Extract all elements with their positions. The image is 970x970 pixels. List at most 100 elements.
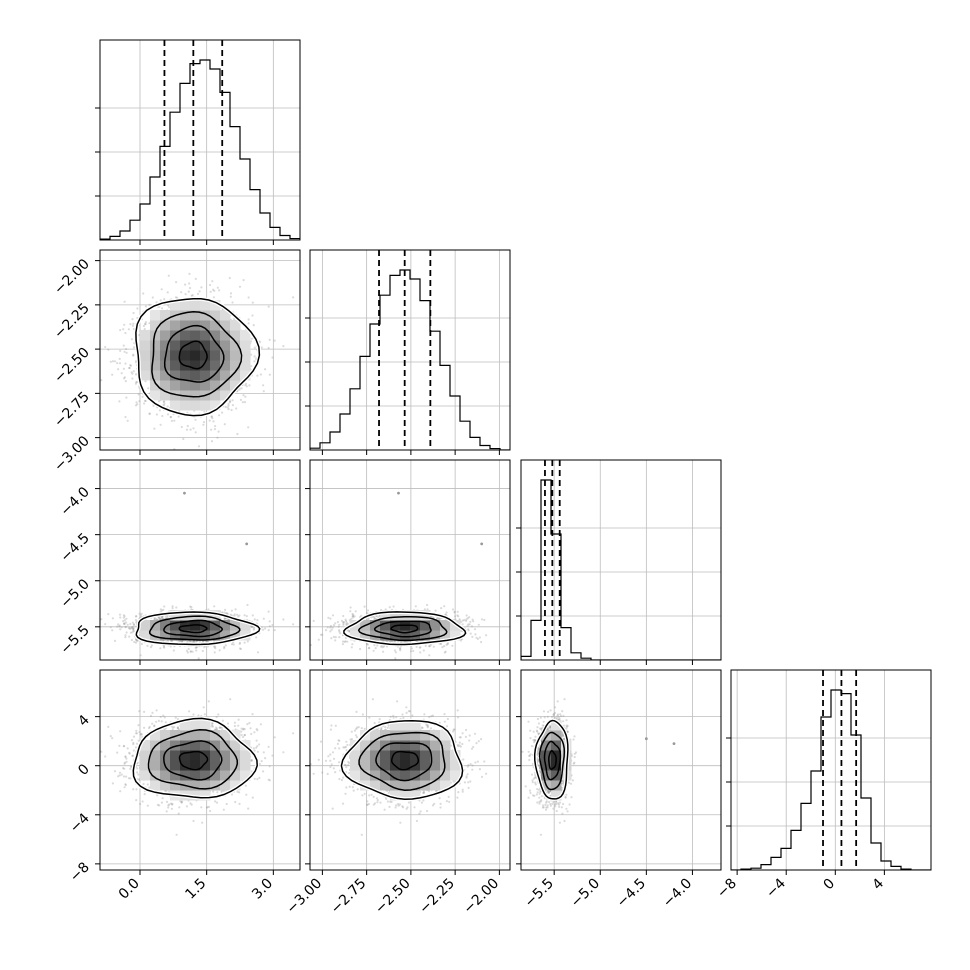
sample-point: [250, 337, 253, 340]
sample-point: [155, 618, 158, 621]
sample-point: [229, 295, 232, 298]
sample-point: [233, 614, 236, 617]
sample-point: [130, 626, 133, 630]
sample-point: [268, 373, 271, 376]
sample-point: [171, 607, 174, 610]
density-cell: [180, 400, 191, 411]
density-cell: [150, 360, 161, 371]
sample-point: [241, 401, 244, 404]
sample-point: [129, 627, 132, 630]
density-cell: [190, 400, 201, 411]
sample-point: [159, 608, 162, 611]
sample-point: [111, 373, 114, 376]
density-cell: [170, 350, 181, 361]
sample-point: [194, 431, 197, 434]
density-cell: [220, 340, 231, 351]
sample-point: [231, 399, 234, 402]
density-cell: [200, 330, 211, 341]
sample-point: [200, 286, 203, 289]
sample-point: [175, 606, 178, 609]
sample-point: [118, 625, 121, 628]
panel-border: [99, 39, 301, 241]
density-cell: [190, 370, 201, 381]
sample-point: [128, 366, 131, 370]
density-cell: [180, 320, 191, 331]
sample-point: [229, 400, 232, 403]
sample-point: [180, 425, 183, 429]
density-cell: [160, 320, 171, 331]
sample-point: [230, 408, 233, 412]
sample-point: [232, 643, 235, 646]
sample-point: [195, 649, 198, 652]
density-cell: [170, 330, 181, 341]
sample-point: [123, 377, 126, 380]
sample-point: [271, 623, 274, 627]
sample-point: [132, 311, 135, 315]
sample-point: [208, 419, 211, 422]
sample-point: [122, 367, 125, 370]
sample-point: [124, 415, 127, 419]
sample-point: [166, 616, 169, 619]
sample-point: [236, 432, 239, 436]
sample-point: [212, 296, 215, 299]
density-cell: [180, 330, 191, 341]
sample-point: [118, 400, 121, 403]
sample-point: [161, 307, 164, 310]
sample-point: [139, 654, 142, 657]
sample-point: [267, 305, 270, 308]
density-cell: [200, 400, 211, 411]
sample-point: [123, 350, 126, 353]
sample-point: [123, 300, 126, 303]
sample-point: [135, 380, 139, 384]
sample-point: [132, 629, 135, 632]
sample-point: [161, 616, 164, 619]
density-cell: [170, 390, 181, 401]
density-cell: [230, 350, 241, 361]
sample-point: [210, 440, 214, 443]
sample-point: [198, 290, 201, 293]
density-cell: [190, 300, 201, 311]
histogram-panel-1: [95, 39, 301, 245]
sample-point: [247, 318, 250, 321]
sample-point: [133, 640, 136, 644]
sample-point: [163, 400, 166, 403]
sample-point: [139, 614, 142, 617]
density-cell: [230, 340, 241, 351]
sample-point: [129, 364, 132, 367]
sample-point: [150, 644, 153, 647]
sample-point: [142, 292, 145, 295]
sample-point: [134, 615, 138, 618]
sample-point: [292, 296, 295, 299]
sample-point: [132, 623, 136, 627]
grid: [731, 670, 931, 870]
sample-point: [142, 324, 145, 328]
sample-point: [264, 627, 267, 630]
density-cell: [220, 390, 231, 401]
density-cell: [160, 310, 171, 321]
sample-point: [128, 635, 131, 638]
sample-point: [132, 353, 135, 356]
density-cell: [170, 340, 181, 351]
sample-point: [148, 412, 151, 415]
sample-point: [162, 403, 165, 406]
sample-point: [134, 382, 137, 385]
density-cell: [140, 350, 151, 361]
density-cell: [180, 370, 191, 381]
sample-point: [237, 615, 240, 618]
sample-point: [129, 622, 132, 626]
sample-point: [104, 345, 107, 349]
sample-point: [253, 618, 256, 621]
sample-point: [184, 293, 187, 296]
sample-point: [256, 619, 259, 622]
sample-point: [123, 323, 126, 326]
density-cell: [200, 310, 211, 321]
sample-point: [135, 638, 138, 641]
sample-point: [214, 647, 217, 650]
sample-point: [251, 314, 254, 317]
sample-point: [125, 621, 128, 624]
panel-border: [730, 669, 932, 871]
sample-point: [243, 614, 246, 617]
histogram-step: [521, 479, 721, 660]
density-cell: [170, 370, 181, 381]
sample-point: [238, 642, 241, 645]
